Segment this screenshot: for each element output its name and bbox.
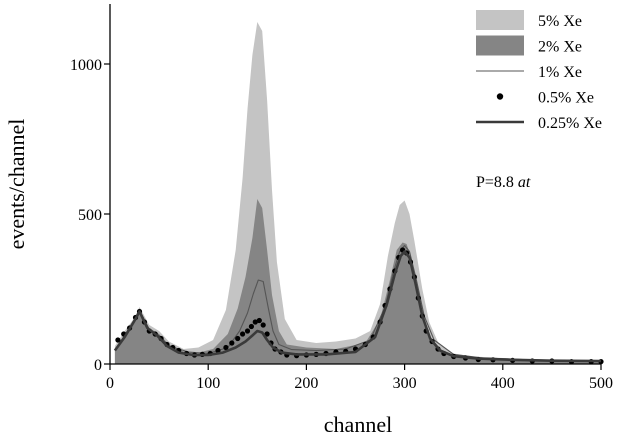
legend-item-2-xe: 2% Xe [476,35,582,56]
legend-item-1-xe: 1% Xe [476,64,582,81]
pressure-annotation-prefix: P=8.8 [476,174,518,191]
legend-swatch-0-5-xe [496,93,504,100]
legend-label-0-5-xe: 0.5% Xe [538,90,594,107]
series-0-5-xe-point-25 [260,322,266,328]
legend: 5% Xe 2% Xe 1% Xe 0.5% Xe 0.25% Xe [476,10,602,132]
legend-item-0-5-xe: 0.5% Xe [496,90,594,107]
series-2-xe-area [114,199,602,364]
y-axis-label: events/channel [4,119,29,250]
pressure-annotation-unit: at [518,174,531,191]
x-axis-label: channel [324,412,392,437]
legend-swatch-5-xe [476,10,524,30]
series-0-5-xe-point-19 [235,335,241,342]
legend-label-2-xe: 2% Xe [538,39,582,56]
y-tick-label-500: 500 [78,207,102,224]
x-tick-label-0: 0 [106,375,114,392]
y-tick-label-0: 0 [94,357,102,374]
legend-label-1-xe: 1% Xe [538,64,582,81]
series-0-5-xe-point-23 [252,319,258,325]
y-tick-label-1000: 1000 [70,57,102,74]
series-0-5-xe-point-16 [215,347,221,354]
series-0-5-xe-point-22 [248,323,254,330]
series-0-5-xe-point-21 [244,328,251,334]
pressure-annotation: P=8.8 at [476,174,531,191]
series-5-xe-area [114,22,602,364]
series-0-5-xe-point-17 [223,344,229,351]
series-0-25-xe-line [113,250,602,363]
x-tick-label-200: 200 [294,375,318,392]
series-layer [113,22,604,365]
x-tick-label-100: 100 [196,375,220,392]
legend-item-0-25-xe: 0.25% Xe [476,115,602,132]
series-0-5-xe-point-18 [229,340,235,346]
series-0-5-xe-point-26 [264,331,270,337]
legend-label-5-xe: 5% Xe [538,13,582,30]
legend-label-0-25-xe: 0.25% Xe [538,115,602,132]
series-0-5-xe-point-24 [256,317,262,324]
x-tick-label-400: 400 [491,375,515,392]
ticks: 0 100 200 300 400 500 0 500 1000 [70,57,613,392]
legend-swatch-2-xe [476,35,524,56]
x-tick-label-500: 500 [589,375,613,392]
x-tick-label-300: 300 [393,375,417,392]
series-0-5-xe-point-20 [240,331,246,337]
legend-item-5-xe: 5% Xe [476,10,582,30]
series-0-5-xe-point-0 [115,337,121,343]
